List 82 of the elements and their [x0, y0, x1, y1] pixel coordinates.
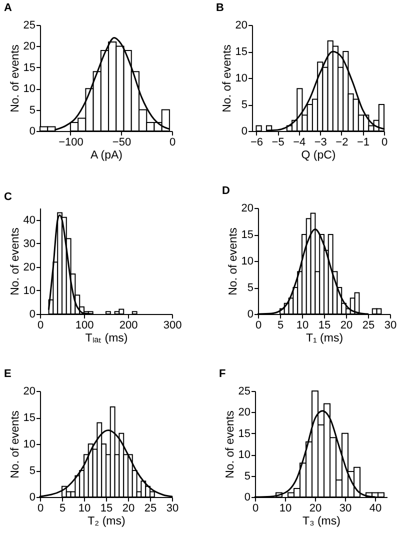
- y-tick-label: 0: [241, 126, 248, 138]
- x-tick-label: −2: [336, 136, 348, 148]
- y-tick-label: 15: [235, 46, 248, 58]
- x-tick-label: −6: [250, 136, 264, 148]
- y-tick-label: 10: [23, 83, 36, 96]
- x-tick-label: −100: [58, 136, 84, 148]
- y-tick-label: 20: [23, 40, 36, 53]
- x-tick-label: 5: [277, 320, 284, 332]
- y-tick-label: 5: [241, 99, 248, 111]
- x-tick-label: 20: [309, 502, 322, 514]
- x-tick-label: 25: [144, 502, 157, 514]
- y-tick-label: 0: [247, 308, 254, 320]
- x-tick-label: −3: [314, 136, 327, 148]
- y-tick-label: 5: [29, 104, 36, 116]
- x-tick-label: −5: [272, 136, 284, 148]
- x-axis-title: Q (pC): [301, 150, 336, 162]
- y-tick-label: 20: [23, 261, 36, 274]
- x-tick-label: 40: [369, 502, 382, 514]
- y-tick-label: 10: [23, 284, 36, 297]
- x-axis-title: T₂ (ms): [88, 516, 126, 528]
- y-tick-label: 10: [235, 72, 248, 84]
- y-tick-label: 0: [29, 126, 36, 138]
- y-tick-label: 0: [244, 492, 250, 504]
- y-tick-label: 20: [235, 20, 248, 32]
- x-tick-label: 10: [78, 502, 91, 514]
- y-tick-label: 20: [241, 202, 254, 214]
- chart-title: A: [4, 2, 12, 14]
- x-tick-label: −50: [112, 136, 132, 148]
- x-tick-label: 10: [296, 320, 309, 332]
- x-axis-title: T₁ (ms): [306, 332, 344, 344]
- chart-title: F: [219, 368, 226, 380]
- y-tick-label: 0: [29, 308, 36, 320]
- y-axis-title: No. of events: [9, 227, 22, 296]
- y-axis-title: No. of events: [221, 44, 234, 112]
- x-tick-label: 20: [122, 502, 135, 514]
- x-tick-label: −4: [293, 136, 306, 148]
- x-tick-label: 15: [100, 502, 113, 514]
- y-tick-label: 40: [23, 214, 36, 226]
- y-tick-label: 0: [29, 492, 36, 504]
- x-tick-label: 30: [384, 320, 397, 332]
- x-tick-label: 30: [339, 502, 352, 514]
- y-tick-label: 15: [241, 229, 254, 241]
- y-tick-label: 20: [23, 386, 36, 398]
- x-tick-label: 0: [37, 502, 44, 514]
- y-tick-label: 25: [238, 386, 250, 398]
- x-tick-label: −1: [356, 136, 370, 148]
- y-tick-label: 5: [247, 282, 254, 294]
- y-axis-title: No. of events: [224, 410, 236, 478]
- y-tick-label: 10: [23, 438, 36, 450]
- y-tick-label: 20: [238, 406, 250, 419]
- y-tick-label: 15: [23, 62, 36, 74]
- y-tick-label: 10: [238, 449, 250, 462]
- x-axis-title: T₃ (ms): [302, 516, 341, 528]
- y-axis-title: No. of events: [9, 44, 22, 112]
- x-tick-label: 0: [255, 320, 262, 332]
- x-tick-label: 100: [75, 320, 94, 332]
- x-tick-label: 25: [362, 320, 375, 332]
- y-tick-label: 30: [23, 238, 36, 250]
- x-tick-label: 300: [163, 320, 182, 332]
- y-tick-label: 5: [244, 470, 250, 482]
- x-tick-label: 5: [59, 502, 66, 514]
- x-tick-label: 20: [340, 320, 353, 332]
- y-axis-title: No. of events: [9, 410, 22, 478]
- x-axis-title: Tₗₐₜ (ms): [85, 332, 128, 344]
- y-tick-label: 25: [23, 20, 36, 32]
- x-axis-title: A (pA): [90, 150, 123, 162]
- x-tick-label: 0: [381, 136, 388, 148]
- y-axis-title: No. of events: [227, 227, 240, 296]
- x-tick-label: 0: [37, 320, 44, 332]
- chart-title: B: [216, 2, 224, 14]
- x-tick-label: 10: [279, 502, 292, 514]
- x-tick-label: 0: [169, 136, 176, 148]
- y-tick-label: 15: [238, 428, 250, 440]
- chart-title: E: [4, 368, 12, 380]
- x-tick-label: 30: [166, 502, 179, 514]
- x-tick-label: 200: [119, 320, 138, 332]
- y-tick-label: 5: [29, 465, 36, 477]
- y-tick-label: 10: [241, 256, 254, 268]
- chart-title: C: [4, 191, 12, 203]
- x-tick-label: 15: [318, 320, 331, 332]
- y-tick-label: 15: [23, 412, 36, 424]
- chart-title: D: [222, 185, 230, 197]
